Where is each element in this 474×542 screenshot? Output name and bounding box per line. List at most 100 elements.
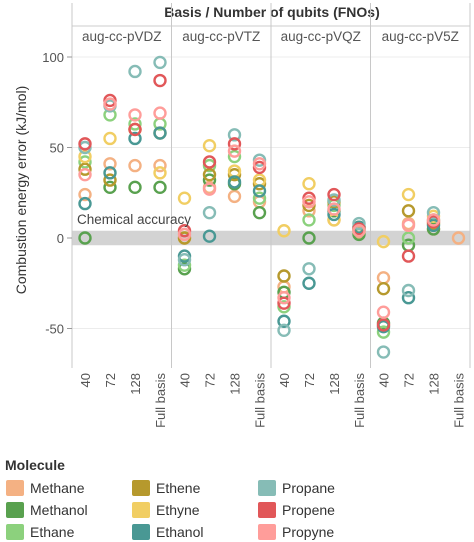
- data-point: [202, 205, 217, 220]
- legend-swatch: [6, 524, 24, 540]
- chart-title: Basis / Number of qubits (FNOs): [164, 4, 379, 20]
- chemical-accuracy-label: Chemical accuracy: [77, 212, 191, 227]
- data-point: [302, 195, 316, 209]
- x-tick-label: Full basis: [153, 373, 168, 428]
- data-point: [376, 234, 391, 249]
- data-point: [153, 180, 167, 195]
- data-point: [103, 180, 117, 195]
- x-tick-label: 128: [128, 373, 143, 395]
- legend-item: Propane: [258, 480, 335, 496]
- legend-item: Methanol: [6, 502, 88, 518]
- data-point: [401, 283, 416, 298]
- data-point: [302, 262, 316, 276]
- data-point: [277, 291, 291, 305]
- data-point: [153, 166, 167, 180]
- data-point: [426, 205, 441, 220]
- data-point: [277, 314, 291, 328]
- legend-item: Ethane: [6, 524, 75, 540]
- legend-item: Methane: [6, 480, 85, 496]
- legend-swatch: [132, 524, 150, 540]
- legend-item: Ethene: [132, 480, 201, 496]
- x-tick-label: 72: [103, 373, 118, 387]
- data-point: [352, 224, 366, 238]
- data-point: [302, 176, 316, 191]
- legend-label: Ethanol: [156, 524, 203, 540]
- data-point: [128, 117, 142, 131]
- data-point: [128, 180, 142, 195]
- data-point: [128, 64, 142, 79]
- panel-headers: aug-cc-pVDZ aug-cc-pVTZ aug-cc-pVQZ aug-cc-…: [72, 25, 470, 44]
- legend-label: Propyne: [282, 524, 334, 540]
- legend-label: Methanol: [30, 502, 88, 518]
- data-point: [227, 149, 242, 164]
- legend-label: Methane: [30, 480, 85, 496]
- data-point: [451, 231, 466, 245]
- legend-swatch: [6, 480, 24, 496]
- x-tick-label: 72: [302, 373, 317, 387]
- data-point: [227, 175, 242, 189]
- data-point: [128, 158, 142, 173]
- legend-label: Ethene: [156, 480, 201, 496]
- data-point: [327, 207, 341, 222]
- data-point: [401, 187, 416, 202]
- data-point: [128, 131, 142, 146]
- legend-swatch: [132, 480, 150, 496]
- legend-label: Propane: [282, 480, 335, 496]
- x-tick-label: 128: [228, 373, 243, 395]
- data-point: [78, 162, 92, 176]
- data-point: [277, 224, 291, 238]
- x-tick-label: 72: [402, 373, 417, 387]
- x-tick-label: Full basis: [452, 373, 467, 428]
- legend-item: Ethanol: [132, 524, 203, 540]
- data-point: [78, 196, 92, 211]
- data-point: [103, 173, 117, 187]
- data-point: [327, 193, 341, 207]
- data-point: [401, 231, 416, 245]
- data-point: [78, 167, 92, 182]
- data-point: [401, 291, 416, 305]
- legend-swatch: [258, 480, 276, 496]
- data-point: [252, 205, 267, 220]
- data-point: [78, 187, 92, 202]
- data-point: [376, 325, 391, 339]
- data-point: [227, 137, 242, 151]
- x-tick-label: 40: [78, 373, 93, 387]
- data-point: [153, 55, 167, 70]
- data-point: [153, 158, 167, 173]
- legend-title: Molecule: [5, 457, 65, 473]
- y-axis-label: Combustion energy error (kJ/mol): [13, 86, 29, 295]
- data-point: [202, 229, 217, 243]
- legend-label: Ethyne: [156, 502, 200, 518]
- data-point: [78, 137, 92, 151]
- data-point: [401, 249, 416, 263]
- data-point: [78, 231, 92, 245]
- data-point: [302, 213, 316, 227]
- data-point: [252, 184, 267, 198]
- data-point: [426, 213, 441, 227]
- legend-label: Ethane: [30, 524, 75, 540]
- legend-item: Propyne: [258, 524, 334, 540]
- legend-swatch: [258, 524, 276, 540]
- data-point: [177, 258, 192, 272]
- data-point: [202, 138, 217, 153]
- data-point: [202, 167, 217, 182]
- data-point: [153, 126, 167, 140]
- data-point: [202, 173, 217, 187]
- data-point: [376, 345, 391, 359]
- y-axis-ticks: -50 0 50 100: [42, 50, 72, 337]
- data-point: [78, 155, 92, 169]
- data-point: [376, 271, 391, 285]
- data-point: [252, 157, 267, 171]
- x-tick-label: 72: [203, 373, 218, 387]
- data-point: [252, 191, 267, 205]
- data-point: [177, 227, 192, 242]
- legend: Methane Methanol Ethane Ethene Ethyne Ethanol…: [6, 480, 335, 540]
- x-tick-label: Full basis: [352, 373, 367, 428]
- y-tick-label: -50: [45, 322, 64, 337]
- data-point: [376, 318, 391, 332]
- data-point: [401, 218, 416, 233]
- data-point: [153, 106, 167, 120]
- legend-item: Ethyne: [132, 502, 200, 518]
- panel-label: aug-cc-pVTZ: [182, 29, 260, 44]
